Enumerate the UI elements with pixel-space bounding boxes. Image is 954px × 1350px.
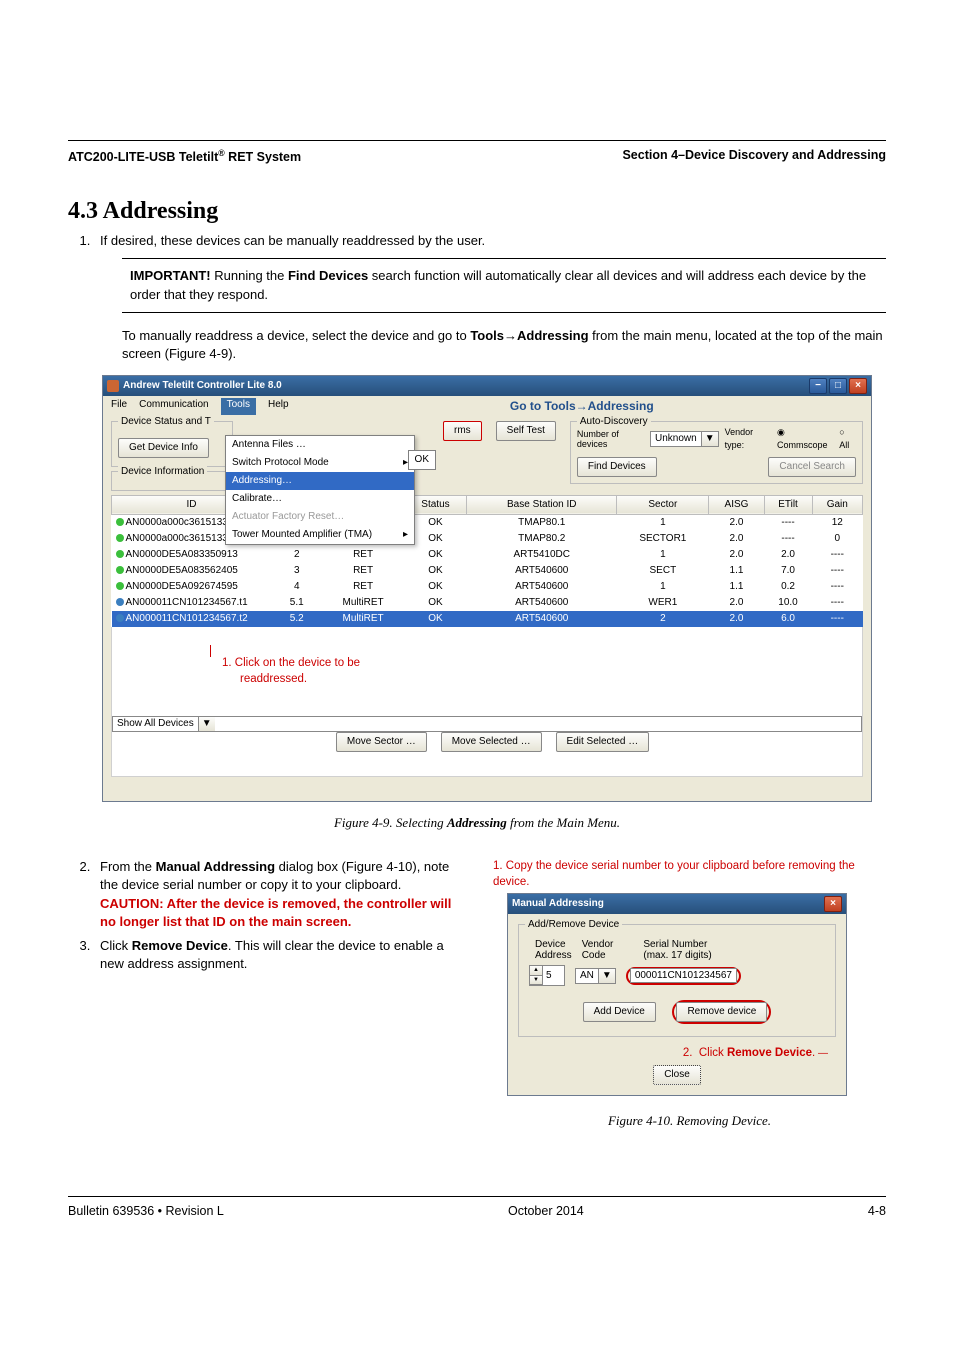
main-window: Andrew Teletilt Controller Lite 8.0 − □ … xyxy=(102,375,872,802)
fs-add-remove: Add/Remove Device xyxy=(525,918,622,932)
find-devices-button[interactable]: Find Devices xyxy=(577,457,657,477)
self-test-button[interactable]: Self Test xyxy=(496,421,556,441)
close-button-dialog[interactable]: Close xyxy=(653,1065,701,1085)
radio-commscope[interactable]: ◉ Commscope xyxy=(777,426,835,451)
add-device-button[interactable]: Add Device xyxy=(583,1002,656,1022)
important-box: IMPORTANT! Running the Find Devices sear… xyxy=(122,258,886,312)
step-3: Click Remove Device. This will clear the… xyxy=(94,937,461,973)
minimize-button[interactable]: − xyxy=(809,378,827,394)
ctx-factory-reset: Actuator Factory Reset… xyxy=(226,508,414,526)
dialog-titlebar[interactable]: Manual Addressing × xyxy=(508,894,846,914)
annot-copy-serial: 1. Copy the device serial number to your… xyxy=(493,858,886,890)
dialog-title: Manual Addressing xyxy=(512,897,604,911)
footer-right: 4-8 xyxy=(868,1203,886,1221)
vendor-code-select[interactable]: AN▼ xyxy=(575,968,616,984)
menu-file[interactable]: File xyxy=(111,398,127,415)
ctx-switch-protocol[interactable]: Switch Protocol Mode▸ xyxy=(226,454,414,472)
menubar: File Communication Tools Help Go to Tool… xyxy=(103,396,871,417)
get-device-info-button[interactable]: Get Device Info xyxy=(118,438,209,458)
move-selected-button[interactable]: Move Selected … xyxy=(441,732,542,752)
move-sector-button[interactable]: Move Sector … xyxy=(336,732,427,752)
label-num-devices: Number of devices xyxy=(577,429,646,449)
section-title: 4.3 Addressing xyxy=(68,195,886,229)
close-button[interactable]: × xyxy=(849,378,867,394)
label-vendor-type: Vendor type: xyxy=(725,426,773,451)
ctx-calibrate[interactable]: Calibrate… xyxy=(226,490,414,508)
spinner-up-icon[interactable]: ▲ xyxy=(530,966,542,975)
num-devices-select[interactable]: Unknown▼ xyxy=(650,431,719,447)
window-title: Andrew Teletilt Controller Lite 8.0 xyxy=(123,379,282,393)
th-bsid[interactable]: Base Station ID xyxy=(467,495,617,514)
label-vendor-code: VendorCode xyxy=(582,939,614,961)
header-right: Section 4–Device Discovery and Addressin… xyxy=(622,147,886,167)
device-table: ID Addr Type Status Base Station ID Sect… xyxy=(111,495,863,627)
th-gain[interactable]: Gain xyxy=(812,495,863,514)
titlebar[interactable]: Andrew Teletilt Controller Lite 8.0 − □ … xyxy=(103,376,871,396)
ctx-addressing[interactable]: Addressing… xyxy=(226,472,414,490)
app-icon xyxy=(107,380,119,392)
header-left: ATC200-LITE-USB Teletilt® RET System xyxy=(68,147,301,167)
submenu-ok[interactable]: OK xyxy=(408,450,436,470)
table-row[interactable]: AN0000DE5A0835624053RETOKART540600SECT1.… xyxy=(112,563,863,579)
device-address-input[interactable] xyxy=(542,966,564,985)
th-sector[interactable]: Sector xyxy=(617,495,709,514)
menu-tools[interactable]: Tools xyxy=(221,398,256,415)
figure-4-10-caption: Figure 4-10. Removing Device. xyxy=(493,1112,886,1130)
footer-left: Bulletin 639536 • Revision L xyxy=(68,1203,224,1221)
callout-tools-addressing: Go to Tools→Addressing xyxy=(301,398,863,415)
table-row[interactable]: AN0000DE5A0926745954RETOKART54060011.10.… xyxy=(112,579,863,595)
show-devices-select[interactable]: Show All Devices▼ xyxy=(112,716,862,732)
remove-device-button[interactable]: Remove device xyxy=(676,1002,767,1022)
th-aisg[interactable]: AISG xyxy=(709,495,764,514)
rms-button[interactable]: rms xyxy=(443,421,482,441)
device-address-spinner[interactable]: ▲▼ xyxy=(529,965,565,986)
menu-communication[interactable]: Communication xyxy=(139,398,208,415)
radio-all[interactable]: ○ All xyxy=(839,426,856,451)
fs-auto-discovery: Auto-Discovery xyxy=(577,415,651,429)
step-2: From the Manual Addressing dialog box (F… xyxy=(94,858,461,931)
annot-click-device: 1. Click on the device to be readdressed… xyxy=(222,645,360,687)
dialog-close-button[interactable]: × xyxy=(824,896,842,912)
caution-text: CAUTION: After the device is removed, th… xyxy=(100,896,451,929)
fs-device-info: Device Information xyxy=(118,465,207,479)
fs-device-status: Device Status and T xyxy=(118,415,214,429)
th-etilt[interactable]: ETilt xyxy=(764,495,812,514)
table-row[interactable]: AN0000DE5A0833509132RETOKART5410DC12.02.… xyxy=(112,547,863,563)
step-1: If desired, these devices can be manuall… xyxy=(94,232,886,250)
table-row[interactable]: AN000011CN101234567.t25.2MultiRETOKART54… xyxy=(112,611,863,627)
label-device-address: DeviceAddress xyxy=(535,939,572,961)
cancel-search-button: Cancel Search xyxy=(768,457,856,477)
spinner-down-icon[interactable]: ▼ xyxy=(530,976,542,985)
maximize-button[interactable]: □ xyxy=(829,378,847,394)
edit-selected-button[interactable]: Edit Selected … xyxy=(556,732,650,752)
footer-center: October 2014 xyxy=(508,1203,584,1221)
ctx-tma[interactable]: Tower Mounted Amplifier (TMA)▸ xyxy=(226,526,414,544)
table-row[interactable]: AN000011CN101234567.t15.1MultiRETOKART54… xyxy=(112,595,863,611)
serial-number-input[interactable]: 000011CN101234567 xyxy=(630,968,737,983)
tools-dropdown: Antenna Files … Switch Protocol Mode▸ Ad… xyxy=(225,435,415,545)
manual-addressing-dialog: Manual Addressing × Add/Remove Device De… xyxy=(507,893,847,1096)
label-serial-number: Serial Number(max. 17 digits) xyxy=(643,939,711,961)
annot-click-remove: 2. Click Remove Device. xyxy=(683,1047,815,1059)
figure-4-9-caption: Figure 4-9. Selecting Addressing from th… xyxy=(68,814,886,832)
para-manual-readdress: To manually readdress a device, select t… xyxy=(122,327,886,363)
menu-help[interactable]: Help xyxy=(268,398,289,415)
ctx-antenna-files[interactable]: Antenna Files … xyxy=(226,436,414,454)
